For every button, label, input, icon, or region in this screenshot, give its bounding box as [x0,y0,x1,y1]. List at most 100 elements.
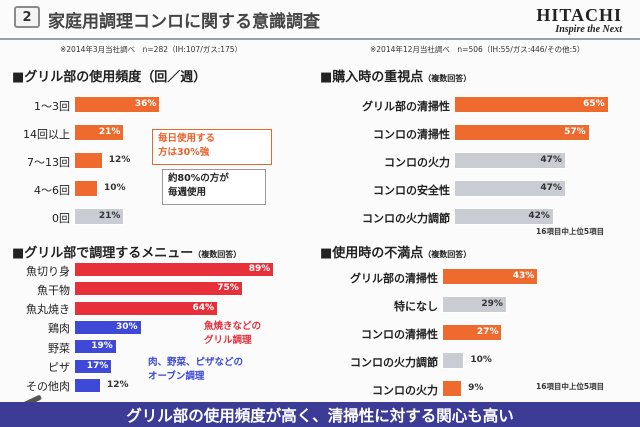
value-label: 57% [564,127,586,137]
value-label: 9% [468,383,484,393]
category-label: 野菜 [48,341,70,355]
bar [442,352,465,369]
annotation-oven-cooking: 肉、野菜、ピザなどの [148,357,244,368]
chart-title: ■グリル部で調理するメニュー（複数回答） [12,242,241,261]
source-note-right: ※2014年12月当社調べ n=506（IH:55/ガス:446/その他:5） [370,45,585,54]
bar [74,152,103,169]
bar [74,358,113,374]
bar [74,300,218,316]
value-label: 10% [104,183,126,193]
value-label: 27% [476,327,499,337]
bar [74,377,101,393]
value-label: 12% [108,155,131,165]
annotation-daily-use: 方は30%強 [158,147,210,158]
category-label: グリル部の清掃性 [362,99,450,113]
annotation-oven-cooking: オーブン調理 [148,371,205,382]
category-label: 14回以上 [23,127,70,141]
bar [74,281,243,297]
bar [442,324,503,341]
category-label: コンロの清掃性 [361,327,438,341]
chart-title-main: ■使用時の不満点 [320,246,424,261]
category-label: コンロの火力 [384,155,450,169]
value-label: 17% [86,360,109,371]
chart-footnote: 16項目中上位5項目 [536,382,605,391]
bar [454,180,566,197]
chart-title: ■購入時の重視点（複数回答） [320,66,471,85]
value-label: 21% [98,211,121,221]
category-label: コンロの火力調節 [350,355,438,369]
hitachi-logo: HITACHI Inspire the Next [536,6,622,36]
slide-header: 2 家庭用調理コンロに関する意識調査 HITACHI Inspire the N… [0,0,640,36]
bar [74,96,161,113]
category-label: 魚干物 [37,283,70,297]
annotation-fish-grill: 魚焼きなどの [204,321,262,332]
value-label: 29% [481,299,503,309]
category-label: 魚切り身 [26,264,70,278]
bar [74,262,275,277]
category-label: 1～3回 [34,99,70,113]
slide-number: 2 [14,6,40,28]
category-label: 4～6回 [34,183,70,197]
value-label: 89% [248,264,271,274]
value-label: 42% [528,211,550,221]
value-label: 36% [134,99,157,109]
value-label: 75% [217,283,239,294]
value-label: 47% [540,155,562,165]
bar [442,380,463,397]
category-label: ピザ [48,361,70,374]
category-label: コンロの清掃性 [373,127,450,141]
value-label: 64% [192,302,214,313]
bar [74,208,125,225]
chart-footnote: 16項目中上位5項目 [536,227,605,236]
chart-title-main: ■購入時の重視点 [320,70,424,85]
bar [74,339,117,355]
value-label: 43% [512,271,535,281]
annotation-daily-use-box [152,129,272,165]
value-label: 30% [115,321,138,332]
category-label: 0回 [52,211,70,225]
bar [74,124,125,141]
annotation-daily-use: 毎日使用する [158,133,216,144]
bar [442,296,507,313]
category-label: 7～13回 [27,155,70,169]
logo-main-text: HITACHI [536,5,622,25]
chart-title-sub: （複数回答） [423,250,472,259]
chart-title-main: ■グリル部の使用頻度（回／週） [12,70,207,85]
value-label: 21% [98,127,121,137]
category-label: その他肉 [26,380,70,394]
logo-tagline: Inspire the Next [555,24,622,35]
bar [74,180,98,197]
bar [442,268,539,285]
value-label: 19% [91,341,113,352]
category-label: 鶏肉 [48,322,70,336]
source-note-left: ※2014年3月当社調べ n=282（IH:107/ガス:175） [60,45,243,54]
category-label: コンロの安全性 [373,183,450,197]
annotation-weekly-use: 毎週使用 [168,187,207,198]
value-label: 65% [583,99,605,109]
title-divider [0,38,640,40]
value-label: 47% [540,183,562,193]
category-label: コンロの火力 [372,383,438,397]
annotation-fish-grill: グリル調理 [204,335,252,346]
chart-title-sub: （複数回答） [193,250,242,259]
conclusion-text: グリル部の使用頻度が高く、清掃性に対する関心も高い [126,407,514,425]
bar [454,208,554,225]
value-label: 12% [107,379,129,390]
conclusion-banner [0,402,640,427]
category-label: 魚丸焼き [26,303,70,317]
chart-title-main: ■グリル部で調理するメニュー [12,246,194,261]
value-label: 10% [470,355,492,365]
chart-title: ■使用時の不満点（複数回答） [320,242,471,261]
chart-title-sub: （複数回答） [423,74,472,83]
category-label: 特になし [394,299,438,313]
bar [454,96,609,113]
bar [454,152,566,169]
bar [454,124,590,141]
category-label: グリル部の清掃性 [350,271,438,285]
annotation-weekly-use-box [162,169,266,205]
chart-title: ■グリル部の使用頻度（回／週） [12,66,206,85]
annotation-weekly-use: 約80%の方が [168,173,229,184]
category-label: コンロの火力調節 [362,211,450,225]
slide-title: 家庭用調理コンロに関する意識調査 [48,12,320,32]
